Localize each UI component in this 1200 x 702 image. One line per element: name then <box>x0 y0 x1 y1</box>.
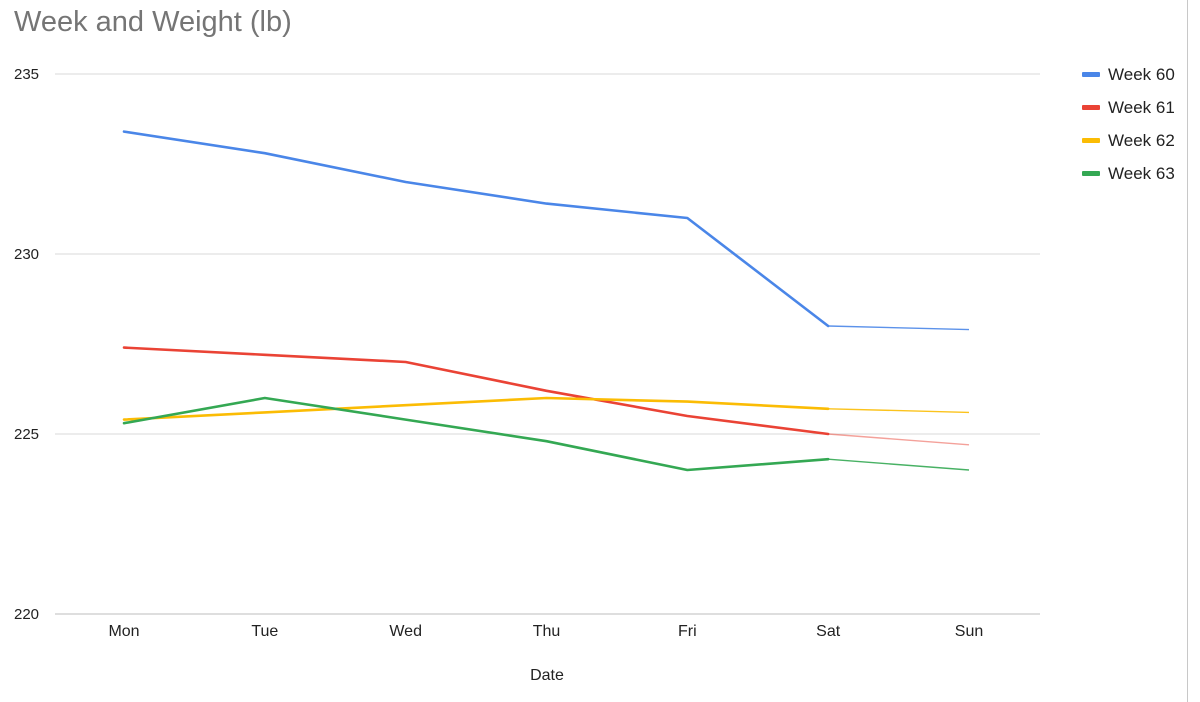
series-line <box>122 396 830 472</box>
x-tick-label: Tue <box>251 623 278 640</box>
series-line <box>122 130 830 328</box>
series-week-60 <box>122 130 970 331</box>
legend-item: Week 61 <box>1082 98 1175 117</box>
x-tick-label: Wed <box>389 623 422 640</box>
series-week-63 <box>122 396 970 472</box>
legend-item: Week 62 <box>1082 131 1175 150</box>
y-axis-ticks: 235 230 225 220 <box>14 66 39 623</box>
legend-swatch <box>1082 171 1100 176</box>
legend: Week 60 Week 61 Week 62 Week 63 <box>1082 65 1175 183</box>
legend-item: Week 60 <box>1082 65 1175 84</box>
y-tick-label: 235 <box>14 66 39 83</box>
y-tick-label: 220 <box>14 606 39 623</box>
x-tick-label: Sun <box>955 623 983 640</box>
chart-title: Week and Weight (lb) <box>14 6 292 38</box>
series-line-tail <box>828 458 970 471</box>
x-tick-label: Sat <box>816 623 841 640</box>
x-tick-label: Thu <box>533 623 561 640</box>
legend-label: Week 63 <box>1108 164 1175 183</box>
legend-item: Week 63 <box>1082 164 1175 183</box>
legend-label: Week 62 <box>1108 131 1175 150</box>
series-week-62 <box>122 396 970 421</box>
x-axis-title: Date <box>530 667 564 684</box>
legend-swatch <box>1082 72 1100 77</box>
x-tick-label: Fri <box>678 623 697 640</box>
series-line-tail <box>828 433 970 446</box>
series-line <box>122 346 830 436</box>
legend-label: Week 60 <box>1108 65 1175 84</box>
sheet-edge-decoration <box>1187 0 1188 702</box>
x-axis-ticks: Mon Tue Wed Thu Fri Sat Sun <box>108 623 983 640</box>
series-line <box>122 396 830 421</box>
legend-swatch <box>1082 138 1100 143</box>
legend-swatch <box>1082 105 1100 110</box>
series-line-tail <box>828 408 970 414</box>
y-tick-label: 225 <box>14 426 39 443</box>
y-tick-label: 230 <box>14 246 39 263</box>
series-layer <box>122 130 970 472</box>
series-line-tail <box>828 325 970 331</box>
grid-layer <box>55 73 1040 615</box>
x-tick-label: Mon <box>108 623 139 640</box>
legend-label: Week 61 <box>1108 98 1175 117</box>
series-week-61 <box>122 346 970 446</box>
